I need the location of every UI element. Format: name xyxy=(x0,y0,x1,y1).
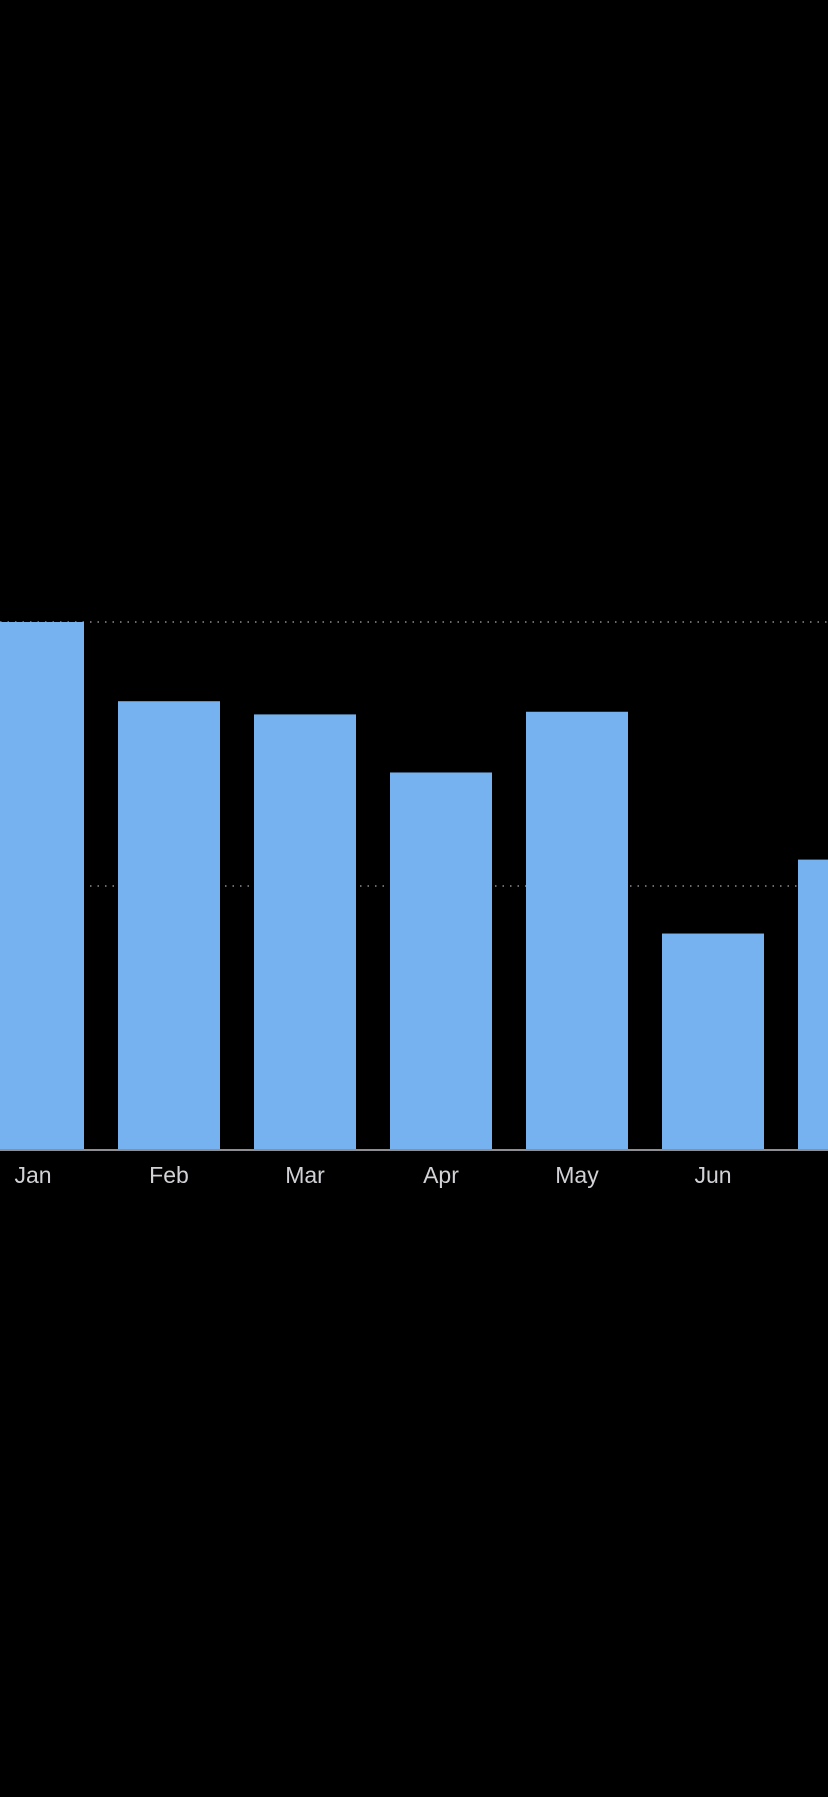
tick-label-mar: Mar xyxy=(285,1162,325,1188)
tick-label-apr: Apr xyxy=(423,1162,459,1188)
tick-label-jan: Jan xyxy=(14,1162,51,1188)
bar-may[interactable] xyxy=(526,711,628,1150)
bar-jun[interactable] xyxy=(662,933,764,1150)
x-axis: Jan Feb Mar Apr May Jun xyxy=(0,1149,828,1188)
tick-label-jun: Jun xyxy=(694,1162,731,1188)
bar-feb[interactable] xyxy=(118,701,220,1150)
tick-label-feb: Feb xyxy=(149,1162,189,1188)
bar-mar[interactable] xyxy=(254,714,356,1150)
bar-jan[interactable] xyxy=(0,622,84,1150)
bar-bar-7[interactable] xyxy=(798,859,828,1150)
bars xyxy=(0,622,828,1150)
tick-label-may: May xyxy=(555,1162,599,1188)
bar-apr[interactable] xyxy=(390,772,492,1150)
